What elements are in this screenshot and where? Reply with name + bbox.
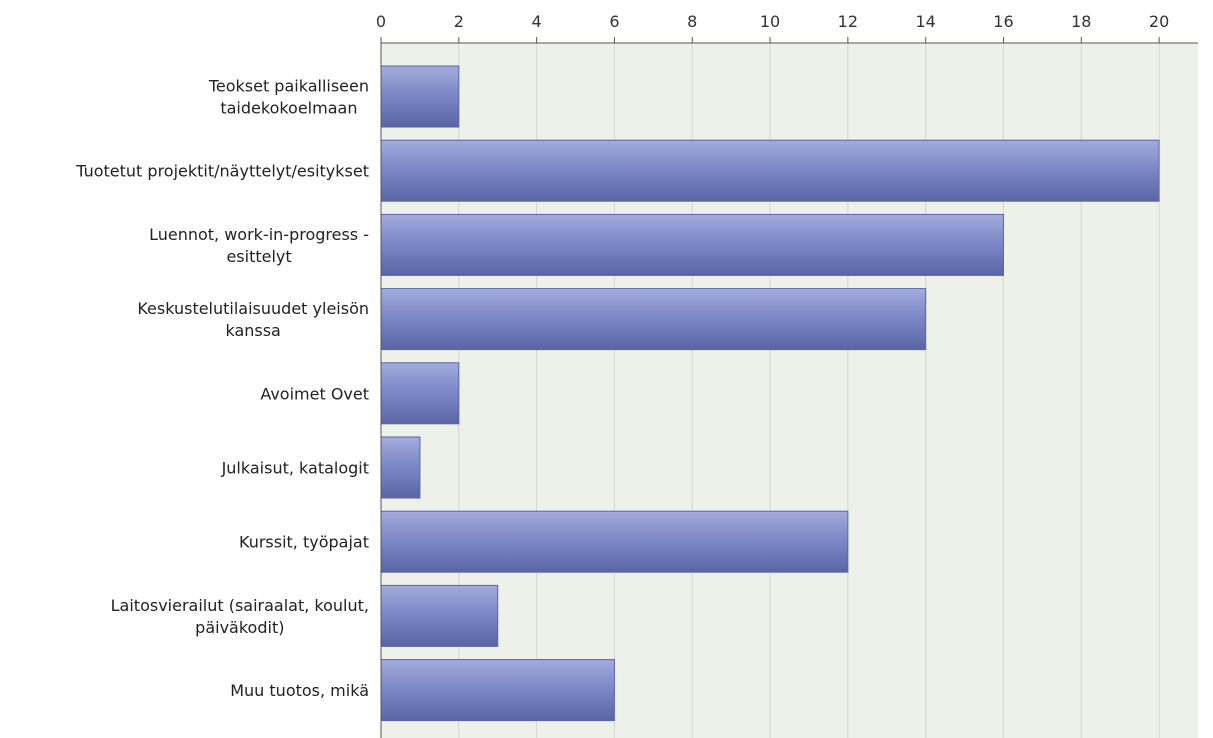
bars: [380, 65, 1160, 722]
bar: [380, 510, 849, 573]
x-tick-label: 6: [609, 12, 619, 31]
x-tick-label: 18: [1071, 12, 1091, 31]
bar: [380, 213, 1004, 276]
x-tick-label: 2: [454, 12, 464, 31]
x-axis-ticks: 0 2 4 6 8 10 12 14 16 18 20: [376, 12, 1169, 43]
x-tick-label: 4: [532, 12, 542, 31]
category-label: Luennot, work-in-progress -: [149, 225, 369, 244]
category-label: Muu tuotos, mikä: [230, 681, 369, 700]
category-label: Avoimet Ovet: [260, 384, 369, 403]
x-tick-label: 8: [687, 12, 697, 31]
category-label: Keskustelutilaisuudet yleisön: [137, 299, 369, 318]
bar: [380, 362, 460, 425]
bar: [380, 659, 615, 722]
bar: [380, 65, 460, 128]
category-label: kanssa: [225, 321, 280, 340]
x-tick-label: 14: [915, 12, 935, 31]
category-label: Julkaisut, katalogit: [221, 459, 369, 478]
category-label: esittelyt: [226, 247, 291, 266]
category-label: Kurssit, työpajat: [239, 533, 369, 552]
category-label: Tuotetut projektit/näyttelyt/esitykset: [75, 162, 369, 181]
x-tick-label: 16: [993, 12, 1013, 31]
category-label: Laitosvierailut (sairaalat, koulut,: [111, 596, 369, 615]
bar: [380, 436, 421, 499]
category-label: taidekokoelmaan: [220, 99, 357, 118]
category-labels: Teokset paikalliseen taidekokoelmaan Tuote…: [75, 77, 369, 701]
bar: [380, 139, 1160, 202]
category-label: Teokset paikalliseen: [208, 77, 369, 96]
x-tick-label: 0: [376, 12, 386, 31]
x-tick-label: 20: [1149, 12, 1169, 31]
category-label: päiväkodit): [195, 618, 284, 637]
x-tick-label: 12: [838, 12, 858, 31]
bar: [380, 584, 499, 647]
bar: [380, 288, 927, 351]
x-tick-label: 10: [760, 12, 780, 31]
